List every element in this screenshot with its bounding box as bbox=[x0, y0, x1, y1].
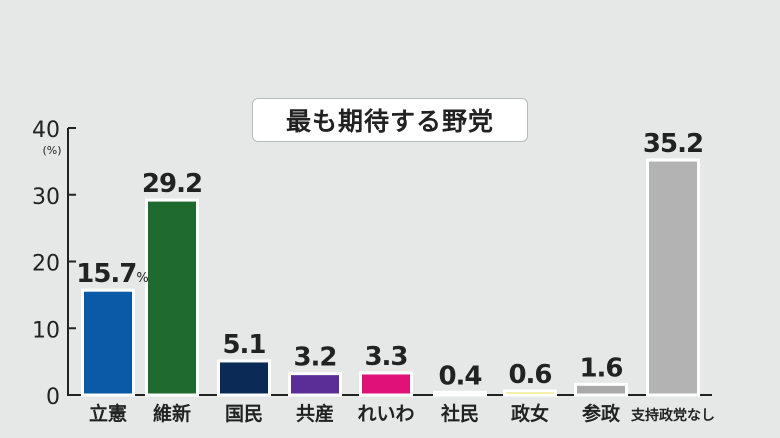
value-label: 1.6 bbox=[579, 353, 622, 383]
value-label: 0.4 bbox=[438, 361, 481, 391]
category-label: れいわ bbox=[357, 403, 414, 425]
y-tick-label: 20 bbox=[32, 252, 60, 277]
y-tick-label: 40 bbox=[32, 118, 60, 143]
value-label: 15.7% bbox=[76, 259, 148, 289]
category-label: 社民 bbox=[440, 402, 479, 425]
bar-9 bbox=[646, 158, 700, 397]
category-label: 維新 bbox=[153, 402, 191, 425]
y-unit-label: (%) bbox=[42, 144, 61, 157]
bar-2 bbox=[145, 198, 199, 397]
value-label: 3.3 bbox=[364, 342, 407, 372]
bar-6 bbox=[433, 390, 487, 397]
value-label: 29.2 bbox=[142, 169, 202, 199]
bar-1 bbox=[81, 288, 135, 397]
value-label: 35.2 bbox=[643, 129, 703, 159]
chart-title: 最も期待する野党 bbox=[252, 98, 528, 142]
bar-4 bbox=[288, 372, 342, 397]
labels: 15.7% 立憲 29.2 維新 5.1 国民 3.2 共産 3.3 れいわ 0.4 社民 0.6 政女 1… bbox=[76, 129, 715, 425]
category-label: 支持政党なし bbox=[630, 407, 715, 424]
bar-3 bbox=[217, 359, 271, 397]
y-tick-label: 0 bbox=[46, 385, 60, 410]
bar-5 bbox=[359, 371, 413, 397]
value-label: 0.6 bbox=[508, 360, 551, 390]
y-tick-label: 30 bbox=[32, 185, 60, 210]
category-label: 政女 bbox=[511, 402, 549, 425]
category-label: 参政 bbox=[582, 402, 621, 425]
value-label: 5.1 bbox=[222, 330, 265, 360]
bars bbox=[81, 158, 700, 397]
category-label: 立憲 bbox=[89, 402, 127, 425]
value-label: 3.2 bbox=[293, 343, 336, 373]
percent-suffix: % bbox=[136, 271, 148, 286]
category-label: 国民 bbox=[225, 403, 263, 425]
y-tick-label: 10 bbox=[32, 318, 60, 343]
category-label: 共産 bbox=[296, 402, 334, 425]
bar-7 bbox=[503, 389, 557, 397]
bar-8 bbox=[574, 382, 628, 397]
